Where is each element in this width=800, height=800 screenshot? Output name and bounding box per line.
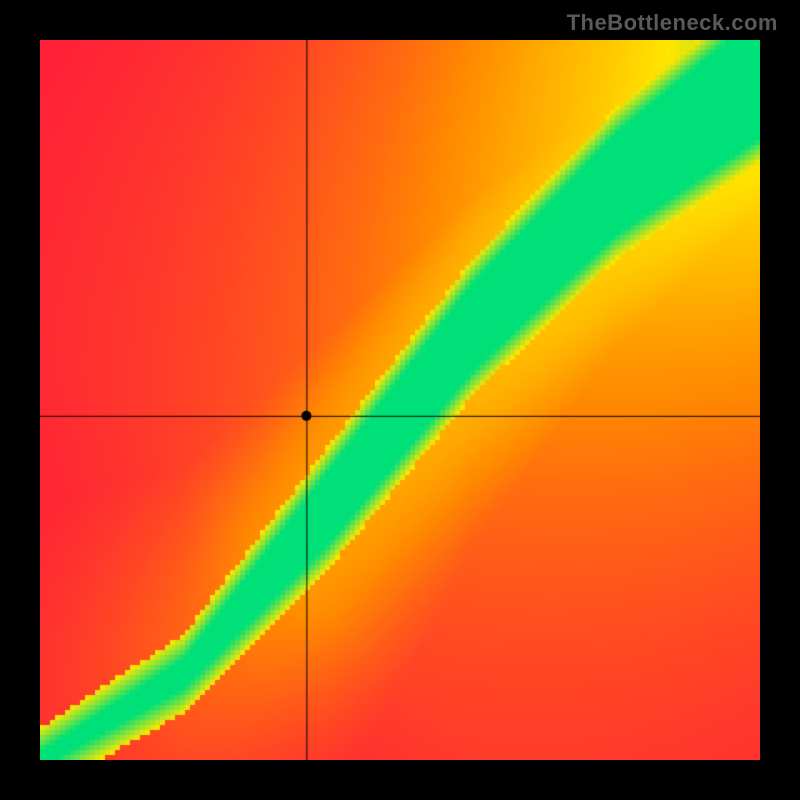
bottleneck-heatmap xyxy=(40,40,760,760)
watermark-text: TheBottleneck.com xyxy=(567,10,778,36)
